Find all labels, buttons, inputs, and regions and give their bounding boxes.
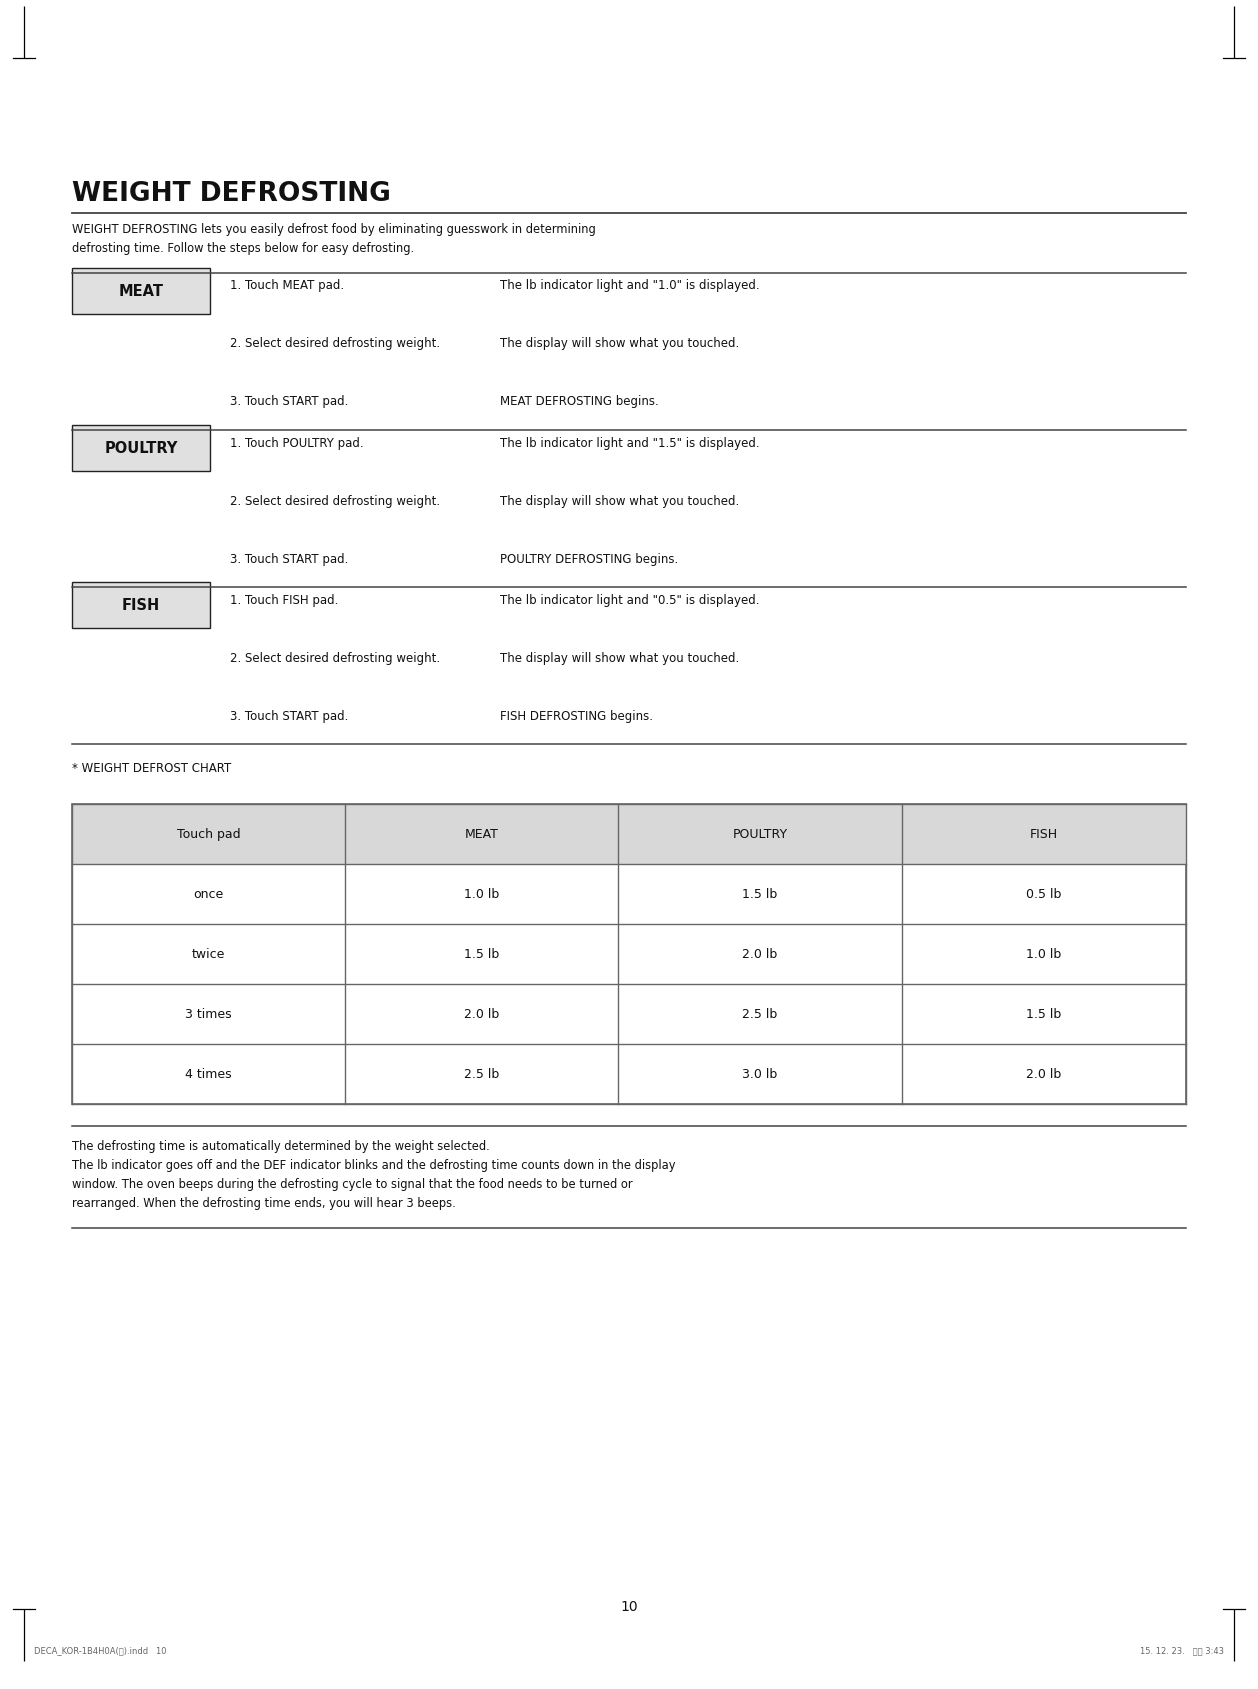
Text: FISH: FISH [122,598,160,613]
FancyBboxPatch shape [72,426,210,471]
Text: DECA_KOR-1B4H0A(영).indd   10: DECA_KOR-1B4H0A(영).indd 10 [34,1647,166,1655]
Text: POULTRY DEFROSTING begins.: POULTRY DEFROSTING begins. [499,552,678,566]
Text: 3 times: 3 times [185,1008,231,1020]
Text: 2. Select desired defrosting weight.: 2. Select desired defrosting weight. [230,338,440,351]
FancyBboxPatch shape [72,269,210,314]
Text: Touch pad: Touch pad [176,828,240,841]
Text: 1.5 lb: 1.5 lb [1027,1008,1062,1020]
Text: once: once [194,887,224,900]
FancyBboxPatch shape [72,583,210,628]
Text: 3. Touch START pad.: 3. Touch START pad. [230,395,348,409]
Text: 10: 10 [620,1599,638,1615]
Text: 1.0 lb: 1.0 lb [464,887,499,900]
Text: 2. Select desired defrosting weight.: 2. Select desired defrosting weight. [230,495,440,507]
Text: The display will show what you touched.: The display will show what you touched. [499,338,740,351]
Text: POULTRY: POULTRY [104,441,177,456]
Text: 0.5 lb: 0.5 lb [1027,887,1062,900]
Bar [72,804,1186,865]
Text: * WEIGHT DEFROST CHART: * WEIGHT DEFROST CHART [72,762,231,775]
Text: 1.5 lb: 1.5 lb [464,948,499,961]
Text: 2.5 lb: 2.5 lb [464,1067,499,1081]
Text: FISH DEFROSTING begins.: FISH DEFROSTING begins. [499,709,653,723]
Text: 1.5 lb: 1.5 lb [742,887,777,900]
Text: WEIGHT DEFROSTING: WEIGHT DEFROSTING [72,181,391,208]
Text: MEAT: MEAT [464,828,498,841]
Text: POULTRY: POULTRY [732,828,788,841]
Text: 15. 12. 23.   오후 3:43: 15. 12. 23. 오후 3:43 [1140,1647,1224,1655]
Text: 2.0 lb: 2.0 lb [464,1008,499,1020]
Text: 3.0 lb: 3.0 lb [742,1067,777,1081]
Text: WEIGHT DEFROSTING lets you easily defrost food by eliminating guesswork in deter: WEIGHT DEFROSTING lets you easily defros… [72,223,596,255]
Text: twice: twice [191,948,225,961]
Text: The lb indicator light and "1.0" is displayed.: The lb indicator light and "1.0" is disp… [499,279,760,292]
Text: The display will show what you touched.: The display will show what you touched. [499,652,740,664]
Text: FISH: FISH [1030,828,1058,841]
Text: The lb indicator light and "0.5" is displayed.: The lb indicator light and "0.5" is disp… [499,593,760,606]
Text: 2. Select desired defrosting weight.: 2. Select desired defrosting weight. [230,652,440,664]
Text: MEAT: MEAT [118,284,164,299]
Text: 1. Touch FISH pad.: 1. Touch FISH pad. [230,593,338,606]
Bar [72,804,1186,1105]
Text: MEAT DEFROSTING begins.: MEAT DEFROSTING begins. [499,395,659,409]
Text: The lb indicator light and "1.5" is displayed.: The lb indicator light and "1.5" is disp… [499,436,760,449]
Text: The display will show what you touched.: The display will show what you touched. [499,495,740,507]
Text: The defrosting time is automatically determined by the weight selected.
The lb i: The defrosting time is automatically det… [72,1140,676,1209]
Text: 2.5 lb: 2.5 lb [742,1008,777,1020]
Text: 2.0 lb: 2.0 lb [742,948,777,961]
Text: 1.0 lb: 1.0 lb [1027,948,1062,961]
Text: 2.0 lb: 2.0 lb [1027,1067,1062,1081]
Text: 3. Touch START pad.: 3. Touch START pad. [230,709,348,723]
Text: 4 times: 4 times [185,1067,231,1081]
Text: 1. Touch MEAT pad.: 1. Touch MEAT pad. [230,279,345,292]
Text: 1. Touch POULTRY pad.: 1. Touch POULTRY pad. [230,436,364,449]
Text: 3. Touch START pad.: 3. Touch START pad. [230,552,348,566]
